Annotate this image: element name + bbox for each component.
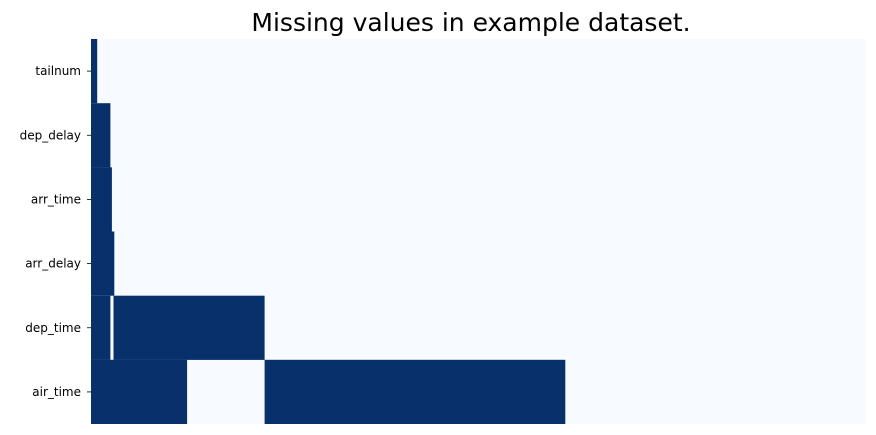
missing-block-dep-time-1 [113, 295, 265, 360]
y-axis: tailnum dep_delay arr_time arr_delay dep_tim… [20, 64, 91, 399]
y-tick-label-tailnum: tailnum [35, 64, 81, 78]
y-tick-label-dep-delay: dep_delay [20, 128, 81, 142]
plot-area [91, 39, 866, 424]
missing-block-arr-time-0 [91, 167, 112, 232]
chart-title: Missing values in example dataset. [251, 8, 690, 37]
missing-block-arr-delay-0 [91, 231, 115, 296]
y-tick-label-arr-delay: arr_delay [25, 257, 81, 271]
missing-block-dep-delay-0 [91, 103, 111, 168]
y-tick-label-arr-time: arr_time [31, 192, 81, 206]
y-tick-label-dep-time: dep_time [25, 321, 81, 335]
y-tick-label-air-time: air_time [32, 385, 81, 399]
missing-block-air-time-1 [264, 359, 566, 424]
missing-block-air-time-0 [91, 359, 188, 424]
missing-block-tailnum-0 [91, 39, 98, 104]
missing-block-dep-time-0 [91, 295, 111, 360]
